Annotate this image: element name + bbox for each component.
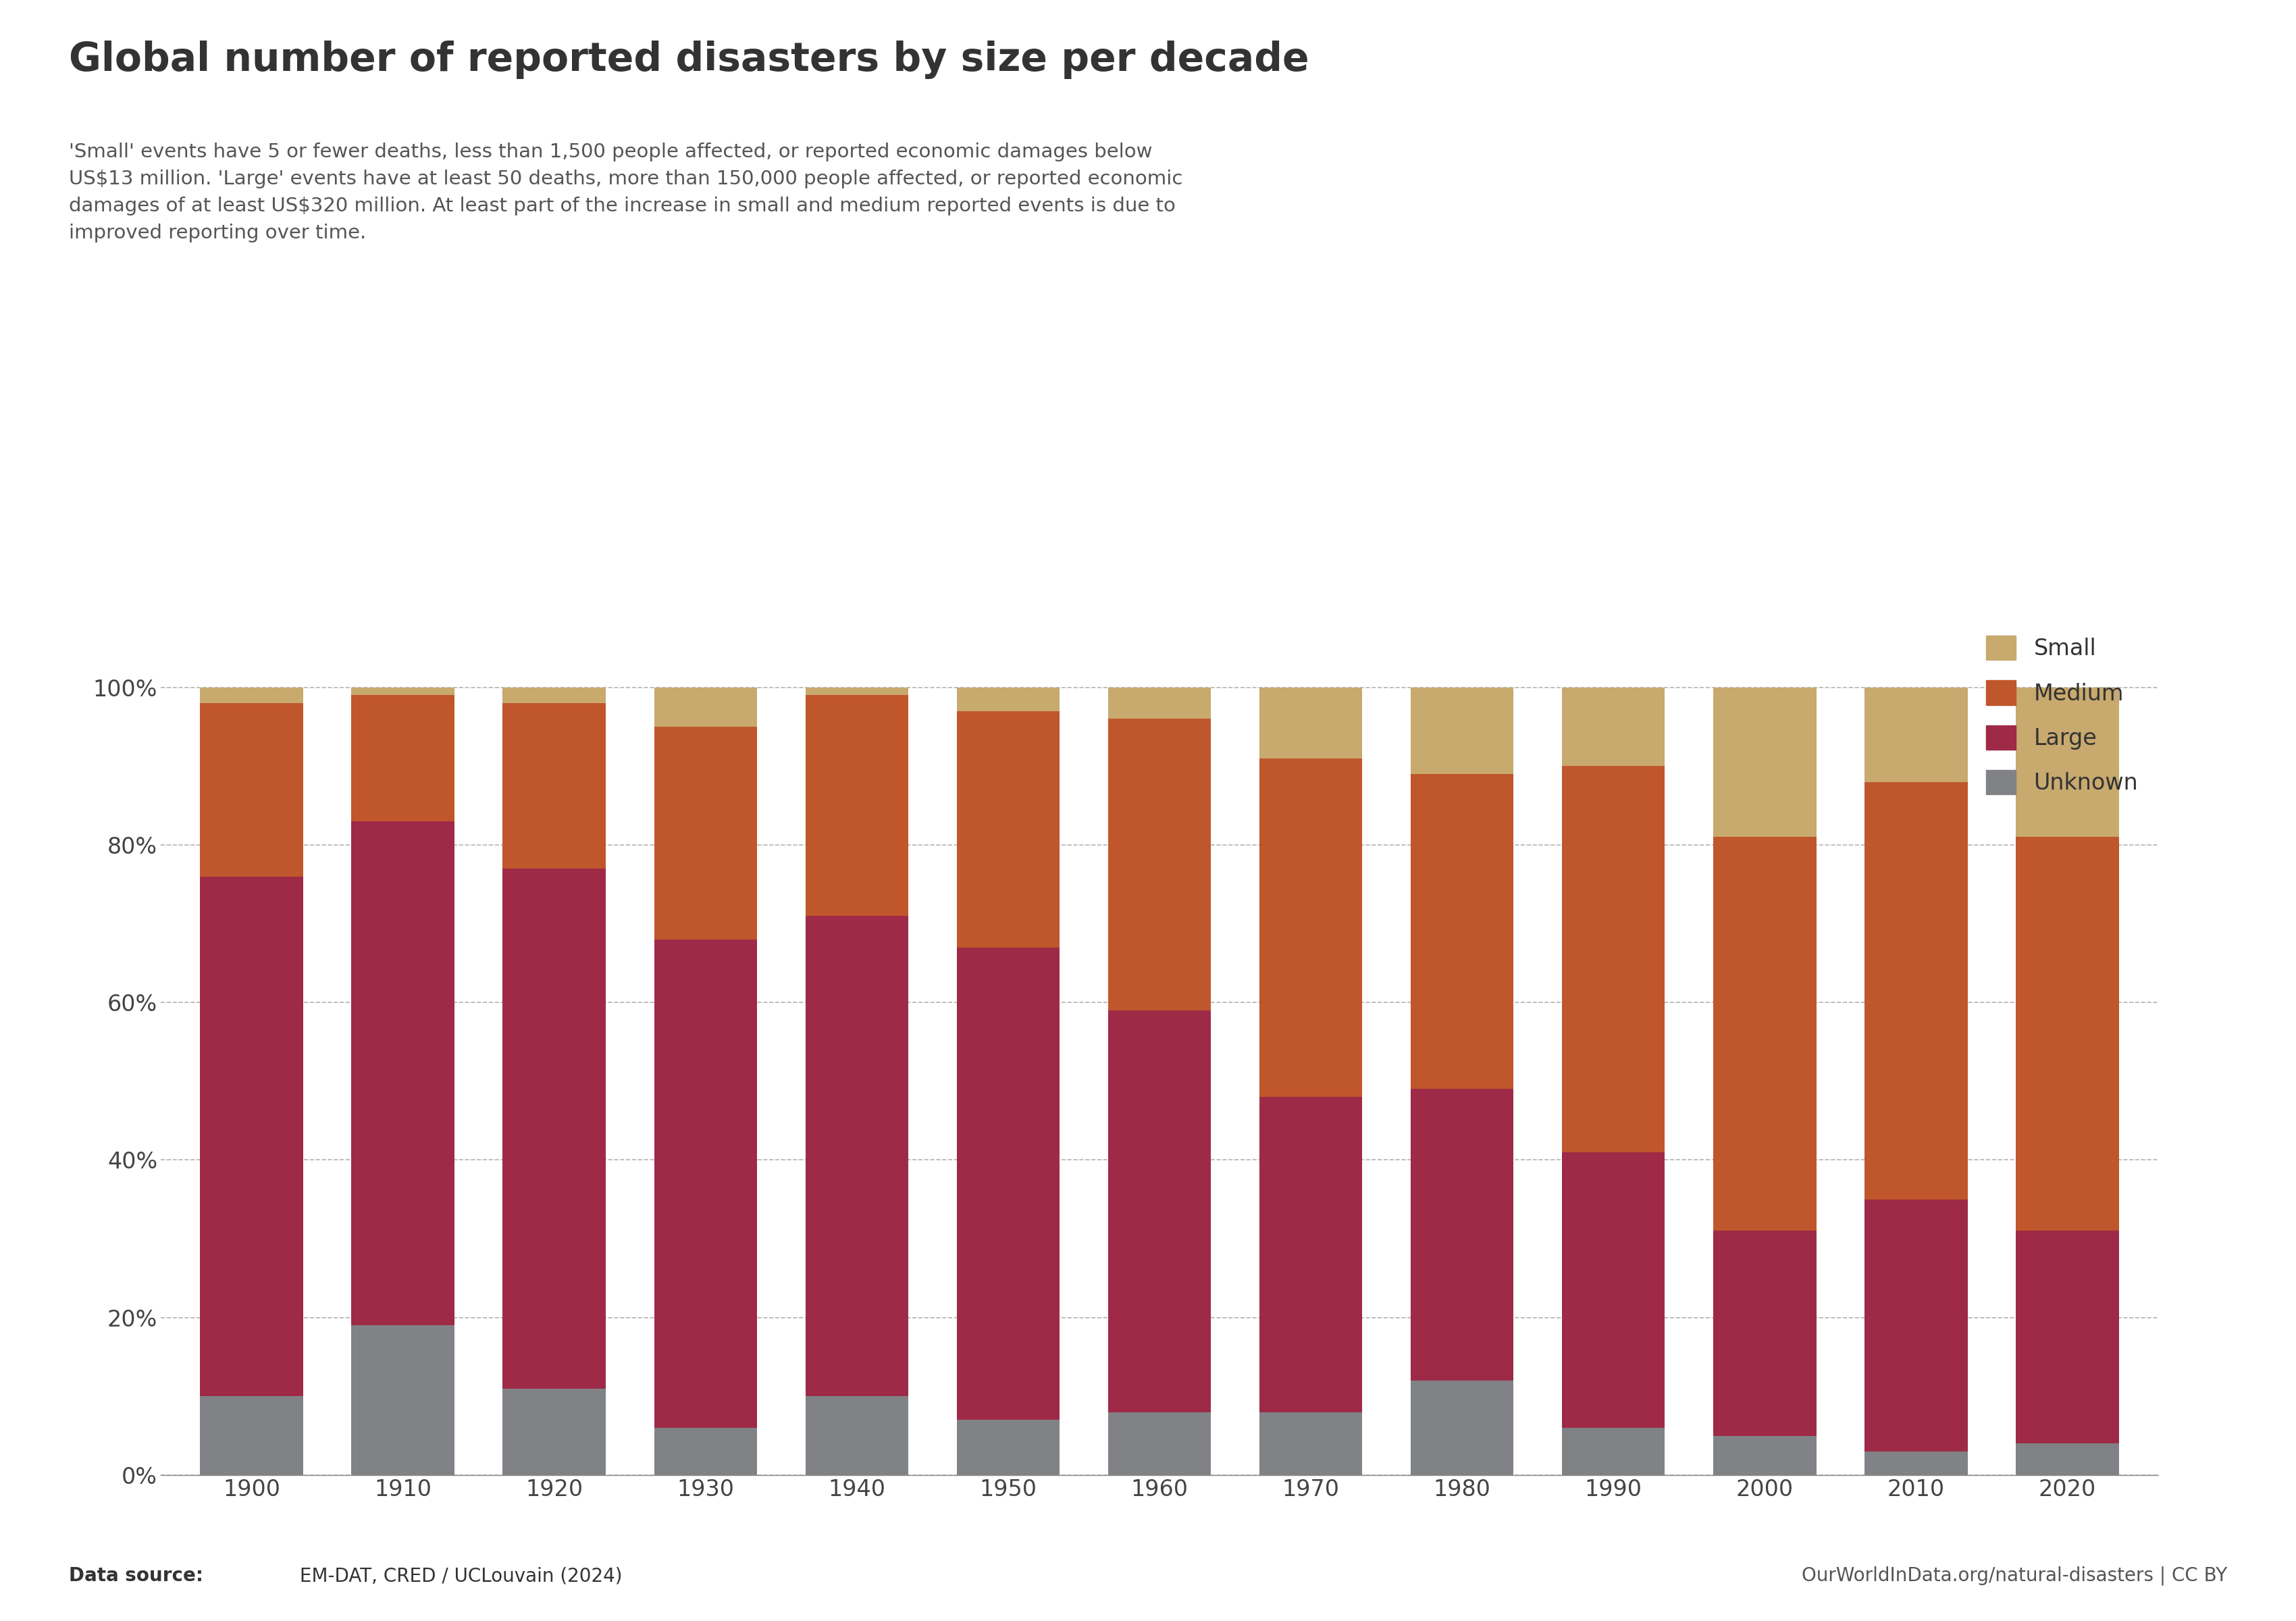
Bar	[200, 687, 303, 704]
Bar	[654, 940, 758, 1428]
Bar	[1713, 687, 1816, 836]
Bar	[957, 1420, 1058, 1475]
Text: Our World
in Data: Our World in Data	[2069, 36, 2188, 81]
Bar	[503, 704, 606, 869]
Bar	[1713, 1230, 1816, 1436]
Bar	[654, 1428, 758, 1475]
Bar	[1410, 773, 1513, 1089]
Bar	[806, 687, 909, 695]
Bar	[1713, 1436, 1816, 1475]
Bar	[806, 695, 909, 916]
Legend: Small, Medium, Large, Unknown: Small, Medium, Large, Unknown	[1977, 627, 2147, 804]
Bar	[2016, 687, 2119, 836]
Bar	[503, 1389, 606, 1475]
Bar	[1864, 1451, 1968, 1475]
Text: OurWorldInData.org/natural-disasters | CC BY: OurWorldInData.org/natural-disasters | C…	[1802, 1566, 2227, 1585]
Bar	[1109, 718, 1210, 1010]
Bar	[351, 822, 455, 1326]
Bar	[1109, 1010, 1210, 1412]
Text: Data source:: Data source:	[69, 1566, 204, 1585]
Bar	[1561, 1153, 1665, 1428]
Bar	[1410, 1089, 1513, 1381]
Bar	[503, 687, 606, 704]
Bar	[2016, 1444, 2119, 1475]
Bar	[957, 712, 1058, 947]
Text: 'Small' events have 5 or fewer deaths, less than 1,500 people affected, or repor: 'Small' events have 5 or fewer deaths, l…	[69, 143, 1182, 243]
Bar	[1561, 767, 1665, 1153]
Bar	[1410, 687, 1513, 773]
Bar	[1109, 1412, 1210, 1475]
Bar	[1258, 687, 1362, 759]
Bar	[2016, 1230, 2119, 1444]
Bar	[351, 695, 455, 822]
Bar	[1258, 1097, 1362, 1412]
Bar	[200, 1396, 303, 1475]
Bar	[654, 726, 758, 940]
Bar	[654, 687, 758, 726]
Bar	[806, 916, 909, 1396]
Bar	[200, 877, 303, 1396]
Bar	[1258, 759, 1362, 1097]
Bar	[806, 1396, 909, 1475]
Bar	[1864, 1200, 1968, 1451]
Bar	[1713, 836, 1816, 1230]
Bar	[957, 947, 1058, 1420]
Bar	[1410, 1381, 1513, 1475]
Bar	[1258, 1412, 1362, 1475]
Bar	[200, 704, 303, 877]
Bar	[1561, 687, 1665, 767]
Text: Global number of reported disasters by size per decade: Global number of reported disasters by s…	[69, 41, 1309, 79]
Bar	[503, 869, 606, 1389]
Bar	[351, 1326, 455, 1475]
Bar	[1561, 1428, 1665, 1475]
Bar	[2016, 836, 2119, 1230]
Text: EM-DAT, CRED / UCLouvain (2024): EM-DAT, CRED / UCLouvain (2024)	[294, 1566, 622, 1585]
Bar	[1109, 687, 1210, 718]
Bar	[351, 687, 455, 695]
Bar	[1864, 687, 1968, 781]
Bar	[957, 687, 1058, 712]
Bar	[1864, 781, 1968, 1200]
